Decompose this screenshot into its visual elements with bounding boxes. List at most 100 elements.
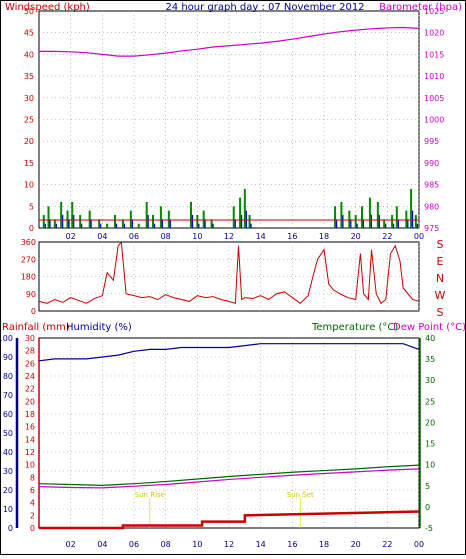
wind-tick-label: 40 — [24, 50, 34, 59]
rain-tick-label: 14 — [25, 435, 35, 444]
rain-tick-label: 10 — [25, 461, 35, 470]
hour-tick-label: 10 — [192, 540, 202, 549]
wind-tick-label: 50 — [24, 7, 34, 16]
temperature-line — [38, 464, 420, 486]
humidity-tick-label: 50 — [3, 429, 13, 438]
wind-tick-label: 45 — [24, 29, 34, 38]
barometer-tick-label: 980 — [424, 202, 439, 211]
wind-tick-label: 25 — [24, 116, 34, 125]
wind-tick-label: 35 — [24, 72, 34, 81]
barometer-tick-label: 990 — [424, 159, 439, 168]
wind-tick-label: 10 — [24, 181, 34, 190]
barometer-line — [39, 26, 420, 57]
humidity-tick-label: 100 — [0, 334, 13, 343]
chart-title: 24 hour graph day : 07 November 2012 — [165, 2, 364, 13]
rain-tick-label: 20 — [25, 397, 35, 406]
hour-tick-label: 06 — [129, 232, 139, 241]
hour-tick-label: 02 — [66, 232, 76, 241]
rain-tick-label: 18 — [25, 410, 35, 419]
humidity-tick-label: 80 — [3, 372, 13, 381]
humidity-tick-label: 20 — [3, 486, 13, 495]
hour-tick-label: 00 — [414, 232, 424, 241]
temperature-tick-label: 20 — [425, 418, 435, 427]
barometer-axis-title: Barometer (hpa) — [379, 2, 462, 13]
temperature-tick-label: 15 — [425, 440, 435, 449]
barometer-tick-label: 985 — [424, 181, 439, 190]
hour-tick-label: 14 — [256, 540, 266, 549]
humidity-tick-label: 40 — [3, 448, 13, 457]
humidity-tick-label: 10 — [3, 505, 13, 514]
rainfall-line — [39, 510, 420, 530]
rainfall-axis-title: Rainfall (mm) — [2, 322, 70, 333]
temperature-tick-label: 40 — [425, 334, 435, 343]
wind-tick-label: 30 — [24, 94, 34, 103]
temperature-tick-label: 30 — [425, 376, 435, 385]
barometer-tick-label: 1020 — [424, 29, 444, 38]
humidity-tick-label: 90 — [3, 353, 13, 362]
compass-label: W — [435, 289, 446, 302]
rain-tick-label: 0 — [30, 524, 35, 533]
axis-ticks: 0510152025303540455097598098599099510001… — [0, 7, 446, 549]
hour-tick-label: 10 — [192, 232, 202, 241]
hour-tick-label: 18 — [319, 540, 329, 549]
rain-tick-label: 4 — [30, 499, 35, 508]
hour-tick-label: 02 — [66, 540, 76, 549]
temperature-tick-label: 35 — [425, 355, 435, 364]
hour-tick-label: 08 — [161, 540, 171, 549]
direction-tick-label: 180 — [21, 273, 36, 282]
hour-tick-label: 06 — [129, 540, 139, 549]
rain-tick-label: 2 — [30, 511, 35, 520]
humidity-axis-title: Humidity (%) — [66, 322, 132, 333]
rain-tick-label: 28 — [25, 347, 35, 356]
compass-label: S — [437, 238, 444, 251]
wind-tick-label: 0 — [29, 224, 34, 233]
compass-label: N — [436, 272, 444, 285]
temperature-tick-label: 25 — [425, 397, 435, 406]
rain-tick-label: 30 — [25, 334, 35, 343]
humidity-tick-label: 0 — [8, 524, 13, 533]
wind-tick-label: 20 — [24, 137, 34, 146]
rain-tick-label: 16 — [25, 423, 35, 432]
temperature-axis-title: Temperature (°C) — [311, 322, 398, 333]
barometer-tick-label: 1025 — [424, 7, 444, 16]
hour-tick-label: 14 — [256, 232, 266, 241]
grid-lines — [39, 11, 420, 528]
rain-tick-label: 12 — [25, 448, 35, 457]
wind-tick-label: 5 — [29, 202, 34, 211]
hour-tick-label: 22 — [382, 232, 392, 241]
humidity-line — [38, 343, 420, 362]
humidity-tick-label: 60 — [3, 410, 13, 419]
compass-label: E — [437, 255, 444, 268]
direction-tick-label: 0 — [31, 307, 36, 316]
barometer-tick-label: 975 — [424, 224, 439, 233]
hour-tick-label: 08 — [161, 232, 171, 241]
barometer-tick-label: 1015 — [424, 50, 444, 59]
temperature-tick-label: -5 — [425, 524, 433, 533]
direction-tick-label: 270 — [21, 255, 36, 264]
rain-tick-label: 6 — [30, 486, 35, 495]
hour-tick-label: 18 — [319, 232, 329, 241]
humidity-tick-label: 70 — [3, 391, 13, 400]
windspeed-axis-title: Windspeed (kph) — [5, 2, 90, 13]
rain-tick-label: 24 — [25, 372, 35, 381]
humidity-tick-label: 30 — [3, 467, 13, 476]
hour-tick-label: 12 — [224, 540, 234, 549]
barometer-tick-label: 1010 — [424, 72, 444, 81]
direction-tick-label: 90 — [26, 290, 36, 299]
barometer-tick-label: 1005 — [424, 94, 444, 103]
temperature-tick-label: 0 — [425, 503, 430, 512]
sun-marker-label: Sun Set — [287, 491, 314, 499]
hour-tick-label: 22 — [382, 540, 392, 549]
dewpoint-axis-title: Dew Point (°C) — [393, 322, 466, 333]
hour-tick-label: 04 — [97, 232, 107, 241]
direction-tick-label: 360 — [21, 238, 36, 247]
rain-tick-label: 22 — [25, 385, 35, 394]
hour-tick-label: 00 — [414, 540, 424, 549]
hour-tick-label: 16 — [287, 232, 297, 241]
compass-label: S — [437, 306, 444, 319]
hour-tick-label: 16 — [287, 540, 297, 549]
hour-tick-label: 04 — [97, 540, 107, 549]
sun-marker-label: Sun Rise — [135, 491, 165, 499]
